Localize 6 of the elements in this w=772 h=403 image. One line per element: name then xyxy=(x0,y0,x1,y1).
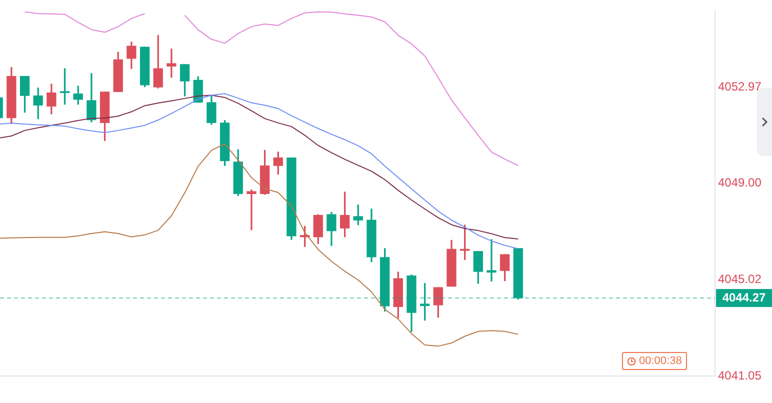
y-tick-label: 4045.02 xyxy=(718,272,762,286)
ref-line-label: 4044.27 xyxy=(722,290,766,304)
y-tick-label: 4049.00 xyxy=(718,176,762,190)
y-tick-label: 4052.97 xyxy=(718,79,762,94)
text: 00:00:38 xyxy=(639,354,682,369)
y-tick-label: 4041.05 xyxy=(718,368,762,382)
